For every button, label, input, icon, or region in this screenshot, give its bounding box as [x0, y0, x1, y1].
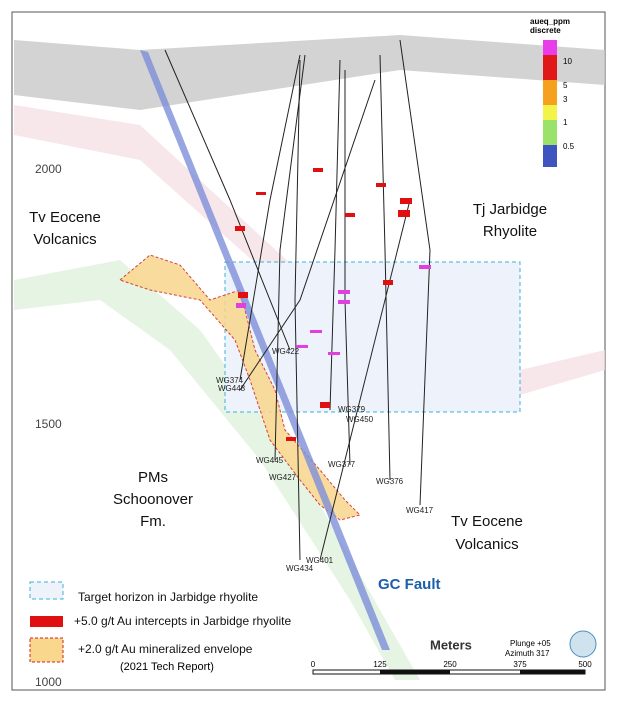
intercept: [419, 265, 431, 269]
unit-label: Tj Jarbidge: [473, 201, 547, 218]
scale-bar-segment: [520, 670, 585, 674]
drill-hole-label: WG376: [376, 477, 404, 486]
scale-swatch: [543, 120, 557, 145]
intercepts-magenta: [236, 265, 431, 355]
drill-hole-label: WG417: [406, 506, 434, 515]
intercept: [376, 183, 386, 187]
fault-label: GC Fault: [378, 576, 441, 593]
intercept: [400, 198, 412, 204]
legend-label: +5.0 g/t Au intercepts in Jarbidge rhyol…: [74, 614, 291, 628]
mineralized-envelope: [118, 254, 361, 521]
intercept: [338, 290, 350, 294]
intercept: [256, 192, 266, 195]
drill-hole: [239, 54, 301, 381]
intercept: [328, 352, 340, 355]
unit-label: Tv Eocene: [29, 209, 101, 226]
drill-hole-label: WG422: [272, 347, 300, 356]
intercept: [286, 437, 296, 441]
unit-label: Fm.: [140, 513, 166, 530]
drill-hole: [274, 54, 306, 461]
drill-hole-label: WG434: [286, 564, 314, 573]
unit-label: Rhyolite: [483, 223, 537, 240]
intercept: [238, 292, 248, 298]
scale-bar-segment: [380, 670, 450, 674]
drill-hole-label: WG374: [216, 376, 244, 385]
scale-bar-tick: 500: [578, 660, 592, 669]
intercept: [398, 210, 410, 217]
drill-hole: [239, 79, 376, 391]
drill-hole: [329, 59, 341, 411]
intercept: [296, 345, 308, 348]
scale-label: 3: [563, 95, 568, 104]
drill-hole-label: WG377: [328, 460, 356, 469]
compass-icon: [569, 630, 597, 658]
scale-swatch: [543, 105, 557, 120]
scale-title: aueq_ppm: [530, 17, 570, 26]
unit-label: Tv Eocene: [451, 513, 523, 530]
unit-band: [14, 105, 605, 395]
unit-label: PMs: [138, 469, 168, 486]
drill-hole-label: WG450: [346, 415, 374, 424]
scale-swatch: [543, 80, 557, 105]
drill-hole: [319, 199, 411, 561]
orientation: Azimuth 317: [505, 649, 550, 658]
scale-bar-tick: 125: [373, 660, 387, 669]
intercept: [345, 213, 355, 217]
scale-swatch: [543, 145, 557, 167]
drill-hole: [294, 59, 301, 561]
drill-hole-label: WG448: [218, 384, 246, 393]
drill-holes: [164, 39, 431, 561]
legend-note: (2021 Tech Report): [120, 661, 214, 673]
intercept: [338, 300, 350, 304]
legend-swatch: [29, 637, 64, 663]
drill-hole-label: WG401: [306, 556, 334, 565]
intercept: [236, 303, 246, 308]
scale-label: 10: [563, 57, 572, 66]
scale-subtitle: discrete: [530, 26, 561, 35]
legend-swatch: [30, 616, 63, 627]
scale-label: 1: [563, 118, 568, 127]
elevation-label: 1000: [35, 675, 62, 689]
drill-hole: [399, 39, 431, 506]
intercept: [383, 280, 393, 285]
elevation-label: 1500: [35, 417, 62, 431]
intercept: [320, 402, 330, 408]
scale-swatch: [543, 55, 557, 80]
intercept: [313, 168, 323, 172]
scale-bar-tick: 375: [513, 660, 527, 669]
scale-bar-title: Meters: [430, 637, 472, 652]
legend-swatch: [29, 581, 64, 600]
drill-hole: [379, 54, 391, 481]
elevation-label: 2000: [35, 162, 62, 176]
scale-swatch: [543, 40, 557, 55]
drill-hole-label: WG379: [338, 405, 366, 414]
unit-label: Volcanics: [455, 536, 518, 553]
drill-hole-label: WG427: [269, 473, 297, 482]
intercept: [310, 330, 322, 333]
scale-label: 0.5: [563, 142, 575, 151]
legend-label: +2.0 g/t Au mineralized envelope: [78, 642, 253, 656]
scale-label: 5: [563, 81, 568, 90]
scale-bar-tick: 250: [443, 660, 457, 669]
drill-hole-label: WG445: [256, 456, 284, 465]
target-horizon: [224, 261, 521, 413]
fault-plane: [140, 50, 390, 650]
intercepts: [235, 168, 412, 441]
orientation: Plunge +05: [510, 639, 551, 648]
unit-label: Schoonover: [113, 491, 193, 508]
unit-label: Volcanics: [33, 231, 96, 248]
drill-hole: [164, 49, 291, 351]
legend-label: Target horizon in Jarbidge rhyolite: [78, 590, 258, 604]
scale-bar-tick: 0: [311, 660, 316, 669]
intercept: [235, 226, 245, 231]
